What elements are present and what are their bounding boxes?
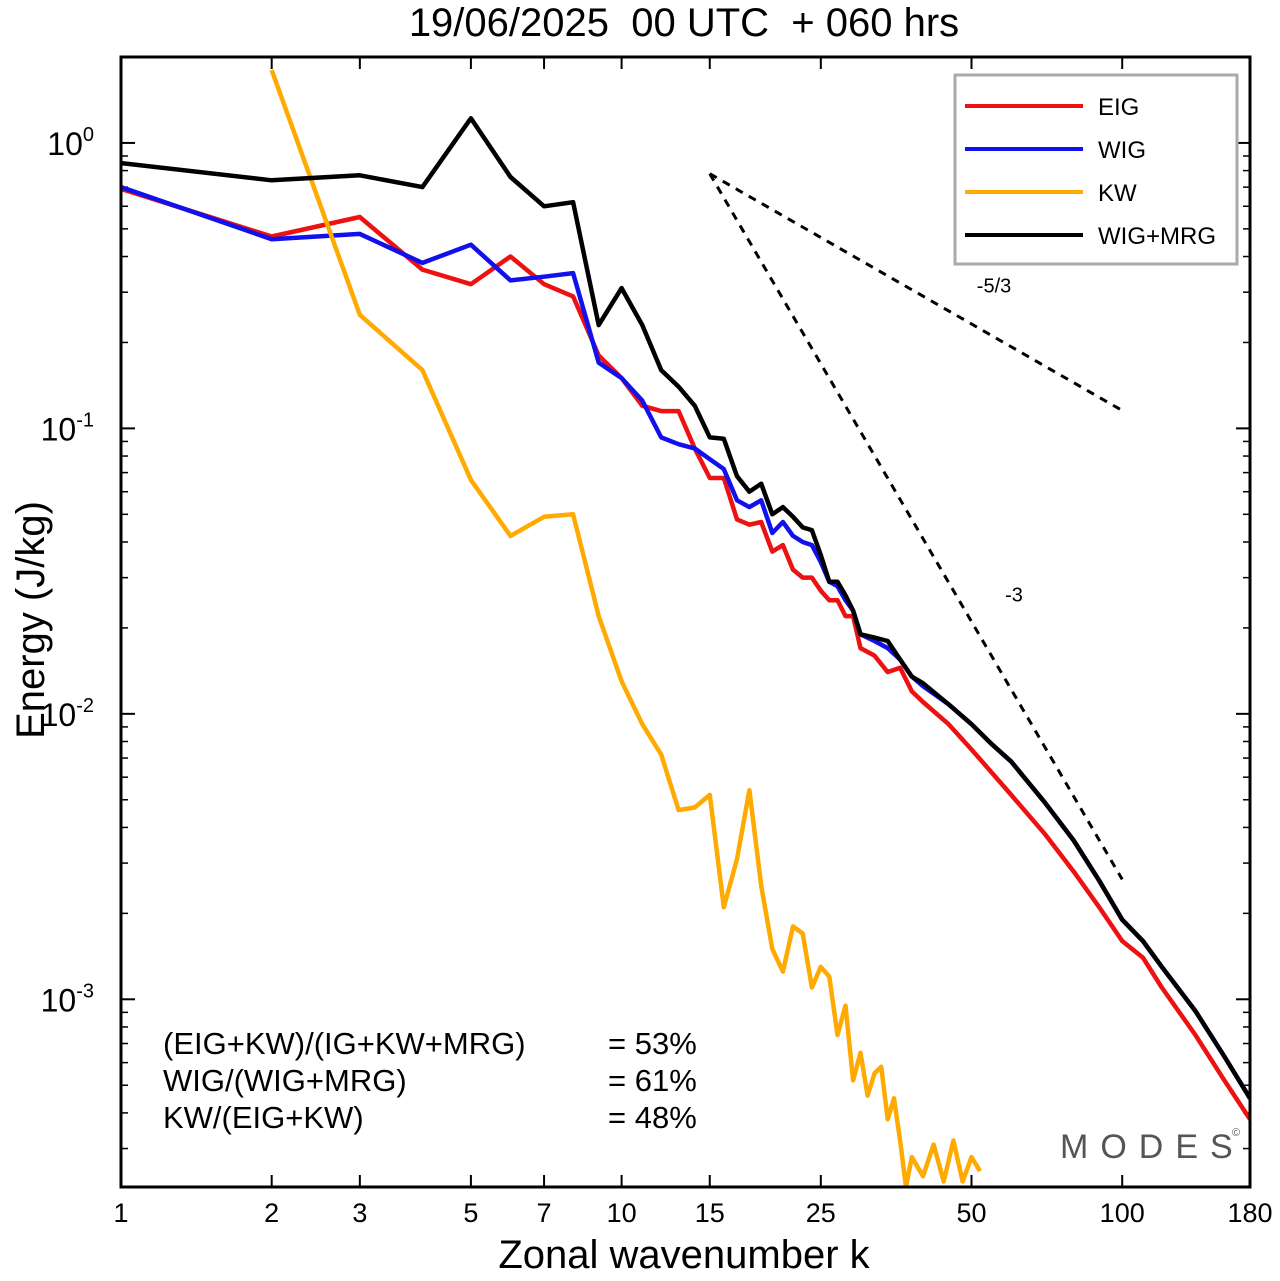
- series-layer: [121, 69, 1250, 1187]
- stat-label: KW/(EIG+KW): [163, 1100, 364, 1135]
- x-tick-label: 180: [1227, 1198, 1272, 1228]
- y-axis-label: Energy (J/kg): [9, 501, 53, 739]
- x-tick-label: 10: [607, 1198, 637, 1228]
- reference-line-label: -3: [1005, 584, 1023, 606]
- watermark: MODES: [1060, 1128, 1245, 1166]
- watermark-symbol: ©: [1232, 1127, 1240, 1139]
- stat-label: (EIG+KW)/(IG+KW+MRG): [163, 1026, 526, 1061]
- stat-value: = 61%: [608, 1063, 697, 1098]
- x-tick-label: 7: [537, 1198, 552, 1228]
- legend: EIG WIG KW WIG+MRG: [953, 73, 1239, 266]
- x-tick-label: 3: [352, 1198, 367, 1228]
- reference-line: [709, 172, 1123, 412]
- series-line-wig-mrg: [121, 116, 1250, 1100]
- reference-slope-lines: -5/3 -3: [708, 172, 1124, 881]
- legend-label: WIG+MRG: [1098, 223, 1216, 250]
- reference-line-label: -5/3: [977, 276, 1011, 298]
- chart-title: 19/06/2025 00 UTC + 060 hrs: [409, 1, 959, 45]
- x-tick-label: 25: [806, 1198, 836, 1228]
- stat-value: = 48%: [608, 1100, 697, 1135]
- x-axis-label: Zonal wavenumber k: [498, 1233, 870, 1277]
- plot-frame: [119, 55, 1252, 1189]
- legend-label: WIG: [1098, 137, 1146, 164]
- y-tick-label: 10-1: [41, 409, 94, 447]
- series-line-kw: [269, 69, 982, 1187]
- x-tick-label: 100: [1100, 1198, 1145, 1228]
- x-tick-label: 1: [113, 1198, 128, 1228]
- x-tick-label: 2: [264, 1198, 279, 1228]
- x-tick-label: 5: [463, 1198, 478, 1228]
- legend-label: KW: [1098, 180, 1137, 207]
- legend-label: EIG: [1098, 94, 1139, 121]
- x-tick-label: 50: [956, 1198, 986, 1228]
- x-tick-label: 15: [695, 1198, 725, 1228]
- x-axis-ticks: 1 2 3 5 7 10 15 25 50 100 180: [113, 57, 1273, 1228]
- reference-line: [708, 172, 1124, 881]
- stats-block: (EIG+KW)/(IG+KW+MRG) = 53% WIG/(WIG+MRG) = …: [163, 1026, 697, 1135]
- stat-label: WIG/(WIG+MRG): [163, 1063, 407, 1098]
- stat-value: = 53%: [608, 1026, 697, 1061]
